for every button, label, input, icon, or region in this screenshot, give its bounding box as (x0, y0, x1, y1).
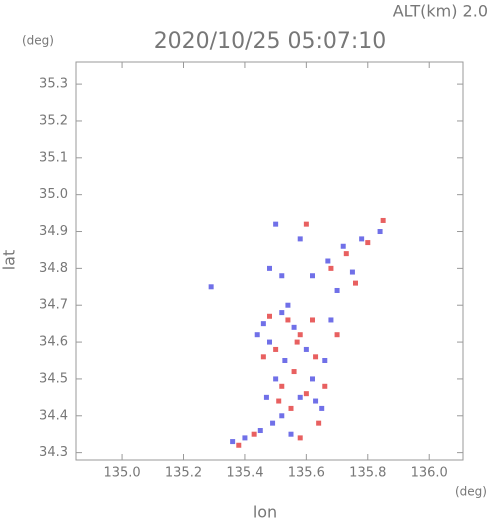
point (230, 439, 236, 445)
y-tick-label: 34.4 (39, 408, 68, 423)
point (208, 284, 214, 290)
point (279, 310, 285, 316)
point (260, 321, 266, 327)
x-unit: (deg) (455, 485, 487, 499)
altitude-label: ALT(km) 2.0 (393, 2, 488, 21)
point (285, 317, 291, 323)
point (285, 302, 291, 308)
point (291, 324, 297, 330)
point (319, 405, 325, 411)
y-tick-label: 34.9 (39, 224, 68, 239)
point (310, 273, 315, 279)
point (254, 332, 260, 338)
point (328, 265, 334, 271)
point (273, 221, 279, 227)
point (343, 251, 349, 257)
point (279, 383, 285, 389)
point (270, 420, 276, 426)
point (260, 354, 266, 360)
point (310, 317, 315, 323)
point (334, 287, 340, 293)
point (353, 280, 358, 286)
point (251, 431, 257, 437)
y-axis-label: lat (0, 250, 19, 271)
point (313, 398, 319, 404)
point (297, 236, 303, 242)
point (380, 217, 386, 223)
point (282, 358, 288, 363)
point (365, 240, 371, 246)
point (349, 269, 355, 275)
y-tick-label: 34.5 (39, 371, 68, 386)
point (325, 258, 331, 264)
y-tick-label: 34.8 (39, 261, 68, 276)
point (340, 243, 346, 249)
x-tick-label: 135.0 (103, 466, 140, 481)
point (291, 369, 297, 375)
y-tick-label: 34.7 (39, 298, 68, 313)
point (273, 346, 279, 352)
point (288, 431, 294, 437)
point (359, 236, 365, 242)
chart-title: 2020/10/25 05:07:10 (154, 29, 387, 54)
x-tick-label: 135.8 (349, 466, 386, 481)
point (310, 376, 315, 382)
point (297, 394, 303, 400)
point (297, 332, 303, 338)
plot-frame (75, 61, 464, 461)
point (273, 376, 279, 382)
point (276, 398, 282, 404)
point (242, 435, 248, 441)
point (288, 405, 294, 411)
point (303, 346, 309, 352)
point (267, 265, 272, 271)
x-tick-label: 135.2 (165, 466, 202, 481)
y-unit: (deg) (22, 34, 54, 48)
point (267, 339, 272, 345)
point (377, 229, 383, 235)
y-tick-label: 35.0 (39, 187, 68, 202)
point (334, 332, 340, 338)
point (236, 442, 242, 448)
point (313, 354, 319, 360)
point (297, 435, 303, 441)
point (279, 273, 285, 279)
point (257, 428, 263, 434)
y-tick-label: 35.3 (39, 77, 68, 92)
point (303, 221, 309, 227)
point (322, 358, 328, 363)
point (294, 339, 300, 345)
point (263, 394, 269, 400)
point (279, 413, 285, 419)
y-tick-label: 34.3 (39, 445, 68, 460)
x-tick-label: 135.6 (288, 466, 325, 481)
point (328, 317, 334, 323)
y-tick-label: 34.6 (39, 335, 68, 350)
point (316, 420, 322, 426)
y-tick-label: 35.2 (39, 113, 68, 128)
y-tick-label: 35.1 (39, 150, 68, 165)
point (267, 313, 272, 319)
x-tick-label: 135.4 (226, 466, 263, 481)
x-axis-label: lon (253, 503, 277, 521)
x-tick-label: 136.0 (411, 466, 448, 481)
point (303, 391, 309, 397)
point (322, 383, 328, 389)
